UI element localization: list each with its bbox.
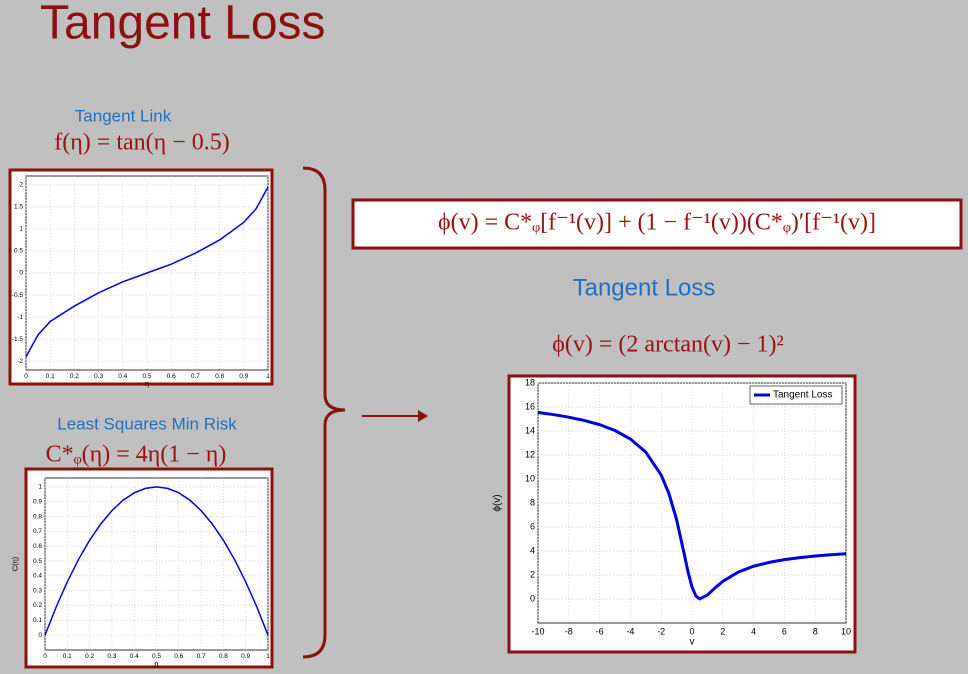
x-tick-label: 0.8 bbox=[219, 653, 228, 660]
plot-area bbox=[44, 477, 269, 651]
chart-title: Least Squares Min Risk bbox=[57, 414, 237, 433]
formula: C*ᵩ(η) = 4η(1 − η) bbox=[46, 442, 227, 468]
y-tick-label: 2 bbox=[530, 569, 535, 579]
y-tick-label: 16 bbox=[525, 401, 535, 411]
x-tick-label: 0 bbox=[689, 626, 694, 636]
line bbox=[44, 486, 269, 636]
y-axis-label: ϕ(v) bbox=[492, 494, 503, 511]
formula: f(η) = tan(η − 0.5) bbox=[54, 130, 229, 156]
y-tick-label: 1.5 bbox=[14, 204, 23, 211]
x-tick-label: 0.6 bbox=[174, 653, 183, 660]
x-tick-label: 0.2 bbox=[85, 653, 94, 660]
line bbox=[25, 186, 269, 358]
x-axis-label: η bbox=[154, 659, 158, 668]
x-tick-label: 10 bbox=[841, 626, 851, 636]
y-tick-label: 0 bbox=[19, 270, 23, 277]
x-tick-label: -4 bbox=[626, 626, 634, 636]
formula-box bbox=[351, 198, 963, 250]
y-tick-label: 0.1 bbox=[33, 617, 42, 624]
line bbox=[537, 411, 847, 601]
y-tick-label: 8 bbox=[530, 497, 535, 507]
legend-label: Tangent Loss bbox=[773, 390, 833, 401]
x-tick-label: 0.6 bbox=[167, 373, 176, 380]
bracket bbox=[302, 166, 346, 659]
y-tick-label: 0.2 bbox=[33, 602, 42, 609]
y-tick-label: -0.5 bbox=[12, 292, 24, 299]
x-tick-label: -8 bbox=[565, 626, 573, 636]
x-tick-label: 0.1 bbox=[63, 653, 72, 660]
y-tick-label: 2 bbox=[19, 182, 23, 189]
y-tick-label: 1 bbox=[38, 484, 42, 491]
x-tick-label: 0.5 bbox=[152, 653, 161, 660]
chart-title: Tangent Loss bbox=[573, 274, 716, 301]
x-tick-label: 0.9 bbox=[239, 373, 248, 380]
x-tick-label: 0.4 bbox=[118, 373, 127, 380]
x-tick-label: 0.7 bbox=[197, 653, 206, 660]
x-tick-label: 0.2 bbox=[70, 373, 79, 380]
x-tick-label: 4 bbox=[751, 626, 756, 636]
x-tick-label: 0.1 bbox=[46, 373, 55, 380]
x-tick-label: 0.3 bbox=[107, 653, 116, 660]
y-tick-label: 0.9 bbox=[33, 498, 42, 505]
x-tick-label: 0 bbox=[43, 653, 47, 660]
y-tick-label: -1 bbox=[17, 314, 23, 321]
y-tick-label: -1.5 bbox=[12, 336, 24, 343]
x-tick-label: 0 bbox=[24, 373, 28, 380]
y-tick-label: 0.5 bbox=[14, 248, 23, 255]
x-tick-label: 1 bbox=[266, 373, 270, 380]
slide-title: Tangent Loss bbox=[40, 0, 326, 50]
y-axis-label: C(η) bbox=[11, 556, 20, 571]
legend-box bbox=[749, 385, 843, 405]
x-tick-label: 1 bbox=[266, 653, 270, 660]
chart-title: Tangent Link bbox=[75, 106, 172, 125]
x-tick-label: -10 bbox=[531, 626, 544, 636]
y-tick-label: 14 bbox=[525, 425, 535, 435]
y-tick-label: 18 bbox=[525, 377, 535, 387]
y-tick-label: 12 bbox=[525, 449, 535, 459]
y-tick-label: 10 bbox=[525, 473, 535, 483]
y-tick-label: 4 bbox=[530, 545, 535, 555]
y-tick-label: 0.4 bbox=[33, 573, 42, 580]
y-tick-label: 0.6 bbox=[33, 543, 42, 550]
y-tick-label: 0.8 bbox=[33, 513, 42, 520]
y-tick-label: 0 bbox=[38, 632, 42, 639]
x-tick-label: -2 bbox=[657, 626, 665, 636]
x-tick-label: 8 bbox=[813, 626, 818, 636]
arrow-head bbox=[418, 410, 428, 422]
y-axis-label: f(η) bbox=[0, 267, 1, 279]
y-tick-label: -2 bbox=[17, 358, 23, 365]
x-axis-label: η bbox=[145, 379, 149, 388]
y-tick-label: 0 bbox=[530, 593, 535, 603]
y-tick-label: 0.7 bbox=[33, 528, 42, 535]
y-tick-label: 6 bbox=[530, 521, 535, 531]
x-tick-label: 0.8 bbox=[215, 373, 224, 380]
y-tick-label: 1 bbox=[19, 226, 23, 233]
y-tick-label: 0.3 bbox=[33, 587, 42, 594]
x-tick-label: 0.3 bbox=[94, 373, 103, 380]
x-tick-label: 0.7 bbox=[191, 373, 200, 380]
x-tick-label: 0.4 bbox=[130, 653, 139, 660]
x-tick-label: 0.5 bbox=[142, 373, 151, 380]
x-tick-label: 6 bbox=[782, 626, 787, 636]
x-tick-label: -6 bbox=[596, 626, 604, 636]
main-formula: ϕ(v) = C*ᵩ[f⁻¹(v)] + (1 − f⁻¹(v))(C*ᵩ)′[… bbox=[438, 210, 876, 236]
x-tick-label: 0.9 bbox=[241, 653, 250, 660]
formula: ϕ(v) = (2 arctan(v) − 1)² bbox=[552, 332, 783, 358]
x-tick-label: 2 bbox=[720, 626, 725, 636]
y-tick-label: 0.5 bbox=[33, 558, 42, 565]
x-axis-label: v bbox=[690, 637, 695, 648]
